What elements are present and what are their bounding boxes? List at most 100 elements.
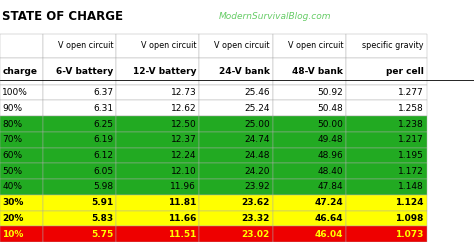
Bar [43,226,116,242]
Bar [43,163,116,179]
Text: 5.83: 5.83 [91,214,113,223]
Text: 6.19: 6.19 [93,135,113,144]
Bar [116,226,199,242]
Text: 47.24: 47.24 [314,198,343,207]
Bar [199,116,273,132]
Text: 40%: 40% [2,182,22,191]
Bar [273,34,346,58]
Bar [0,211,43,226]
Text: 1.217: 1.217 [398,135,424,144]
Text: 25.24: 25.24 [244,104,270,113]
Text: 12.73: 12.73 [171,88,196,97]
Bar [199,195,273,211]
Bar [199,211,273,226]
Text: 6-V battery: 6-V battery [56,67,113,76]
Bar [116,116,199,132]
Bar [273,211,346,226]
Bar [273,226,346,242]
Bar [273,116,346,132]
Bar [346,132,427,148]
Bar [116,163,199,179]
Text: 48-V bank: 48-V bank [292,67,343,76]
Text: 12-V battery: 12-V battery [133,67,196,76]
Text: 30%: 30% [2,198,24,207]
Bar [273,179,346,195]
Bar [199,100,273,116]
Bar [199,85,273,100]
Text: 1.098: 1.098 [395,214,424,223]
Bar [346,163,427,179]
Text: 24.20: 24.20 [244,167,270,176]
Text: 1.172: 1.172 [398,167,424,176]
Text: 6.12: 6.12 [93,151,113,160]
Text: 24.74: 24.74 [244,135,270,144]
Bar [346,100,427,116]
Bar [346,195,427,211]
Bar [346,211,427,226]
Bar [273,132,346,148]
Text: V open circuit: V open circuit [214,41,270,51]
Text: 11.96: 11.96 [170,182,196,191]
Text: 6.05: 6.05 [93,167,113,176]
Bar [346,116,427,132]
Text: 49.48: 49.48 [318,135,343,144]
Bar [43,34,116,58]
Bar [43,85,116,100]
Text: V open circuit: V open circuit [288,41,343,51]
Text: 1.195: 1.195 [398,151,424,160]
Bar [346,226,427,242]
Bar [116,100,199,116]
Bar [0,195,43,211]
Text: 50.48: 50.48 [318,104,343,113]
Text: 90%: 90% [2,104,22,113]
Bar [0,132,43,148]
Text: 20%: 20% [2,214,24,223]
Text: 60%: 60% [2,151,22,160]
Text: 23.92: 23.92 [244,182,270,191]
Text: ModernSurvivalBlog.com: ModernSurvivalBlog.com [219,12,331,22]
Bar [43,211,116,226]
Text: STATE OF CHARGE: STATE OF CHARGE [2,10,123,23]
Text: 23.32: 23.32 [241,214,270,223]
Bar [43,195,116,211]
Bar [116,148,199,163]
Text: 12.24: 12.24 [171,151,196,160]
Bar [199,34,273,58]
Text: 12.37: 12.37 [171,135,196,144]
Text: 6.25: 6.25 [93,120,113,129]
Bar [199,132,273,148]
Bar [43,100,116,116]
Bar [199,163,273,179]
Bar [116,179,199,195]
Bar [116,132,199,148]
Text: 11.66: 11.66 [168,214,196,223]
Bar [273,195,346,211]
Bar [43,58,116,85]
Text: 50.92: 50.92 [318,88,343,97]
Bar [346,85,427,100]
Bar [346,58,427,85]
Text: 48.40: 48.40 [318,167,343,176]
Text: 46.64: 46.64 [315,214,343,223]
Text: 50%: 50% [2,167,22,176]
Bar [43,148,116,163]
Text: 24-V bank: 24-V bank [219,67,270,76]
Bar [346,179,427,195]
Text: 10%: 10% [2,230,24,239]
Text: 1.124: 1.124 [395,198,424,207]
Text: V open circuit: V open circuit [141,41,196,51]
Bar [0,85,43,100]
Text: 25.00: 25.00 [244,120,270,129]
Text: 12.50: 12.50 [171,120,196,129]
Bar [273,85,346,100]
Bar [346,148,427,163]
Text: 47.84: 47.84 [318,182,343,191]
Text: 11.81: 11.81 [168,198,196,207]
Bar [0,163,43,179]
Text: 46.04: 46.04 [315,230,343,239]
Text: 11.51: 11.51 [168,230,196,239]
Bar [273,100,346,116]
Bar [43,179,116,195]
Text: 1.258: 1.258 [398,104,424,113]
Text: 6.31: 6.31 [93,104,113,113]
